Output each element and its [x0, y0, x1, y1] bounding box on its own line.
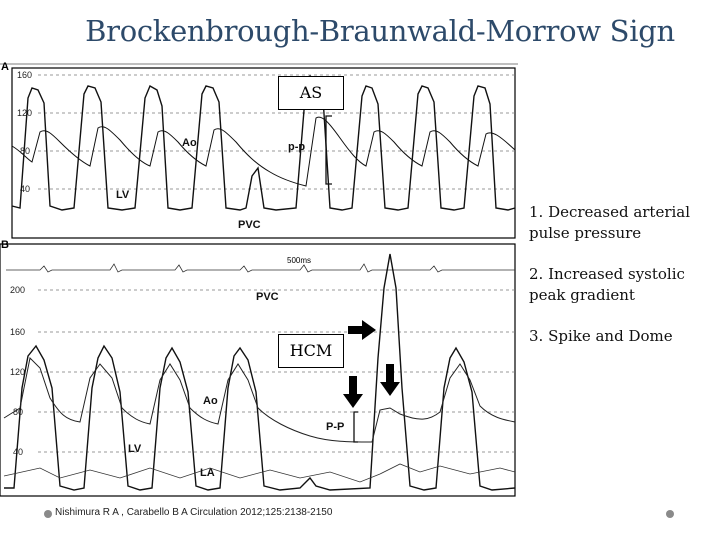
panel-b-aortic-trace	[3, 356, 516, 443]
panel-a-pp-label: p-p	[288, 141, 305, 153]
panel-b-gridlines	[38, 289, 515, 453]
panel-a-tick-160: 160	[17, 70, 32, 80]
panel-b-la-trace	[3, 463, 516, 483]
panel-b-pvc-label: PVC	[256, 291, 279, 303]
panel-a-tick-80: 80	[20, 146, 30, 156]
panel-a-tick-40: 40	[20, 184, 30, 194]
panel-b-pp-label: P-P	[326, 421, 344, 433]
citation: Nishimura R A , Carabello B A Circulatio…	[55, 507, 333, 518]
panel-b-tick-80: 80	[13, 407, 23, 417]
panel-a-ao-label: Ao	[182, 137, 197, 149]
panel-b-lv-label: LV	[128, 443, 142, 455]
annotation-arrows	[343, 320, 400, 408]
panel-a-pp-bracket	[325, 115, 332, 185]
panel-a-gridlines	[38, 74, 515, 190]
finding-item: 2. Increased systolic peak gradient	[529, 265, 685, 304]
panel-b-ecg-trace	[6, 263, 515, 273]
panel-b-tick-120: 120	[10, 367, 25, 377]
panel-b-tick-160: 160	[10, 327, 25, 337]
bullet-dot	[44, 510, 52, 518]
panel-a-frame	[11, 67, 516, 239]
panel-a-label: A	[1, 61, 9, 73]
panel-b-label: B	[1, 239, 9, 251]
panel-b-scale-label: 500ms	[287, 256, 311, 265]
panel-b-ao-label: Ao	[203, 395, 218, 407]
hcm-label-box: HCM	[278, 334, 344, 368]
panel-a-lv-trace	[11, 74, 516, 211]
panel-b-lv-trace	[4, 253, 516, 491]
as-label-box: AS	[278, 76, 344, 110]
pressure-tracing-figure: A 160 120 80 40 Ao LV PVC p-p B 500ms 20…	[0, 61, 518, 497]
panel-a-pvc-label: PVC	[238, 219, 261, 231]
finding-item: 3. Spike and Dome	[529, 327, 673, 345]
panel-b-tick-40: 40	[13, 447, 23, 457]
panel-b-tick-200: 200	[10, 285, 25, 295]
panel-a-tick-120: 120	[17, 108, 32, 118]
panel-a-lv-label: LV	[116, 189, 130, 201]
finding-item: 1. Decreased arterial pulse pressure	[529, 203, 691, 242]
down-arrow-icon	[343, 376, 363, 408]
down-arrow-icon	[380, 364, 400, 396]
panel-b-frame	[0, 243, 516, 497]
slide-title: Brockenbrough-Braunwald-Morrow Sign	[85, 14, 675, 48]
panel-a-aortic-trace	[11, 116, 516, 187]
panel-b-pp-bracket	[353, 411, 358, 443]
bullet-dot	[666, 510, 674, 518]
panel-b-la-label: LA	[200, 467, 215, 479]
right-arrow-icon	[348, 320, 376, 340]
